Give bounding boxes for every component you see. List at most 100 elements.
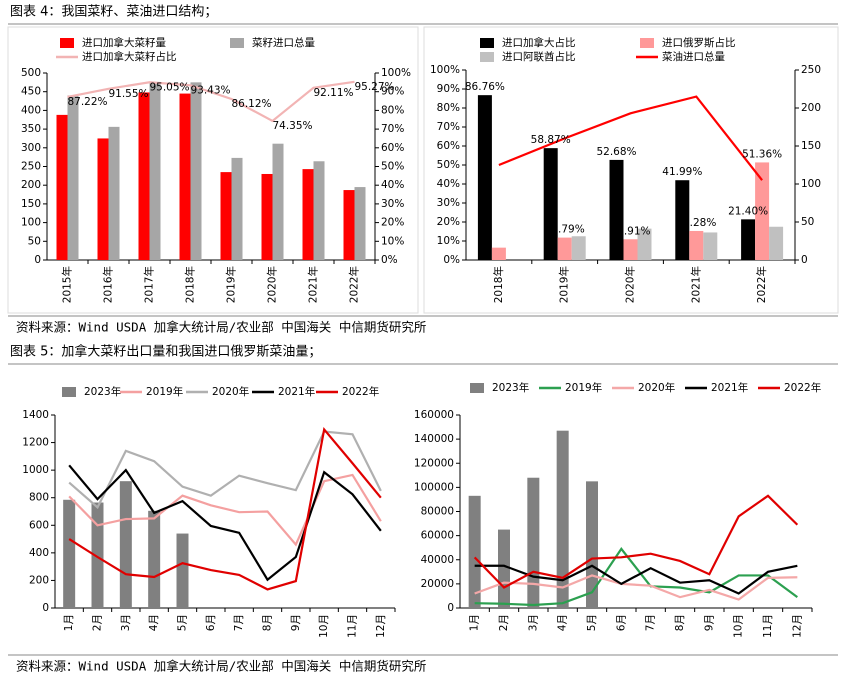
x-tick-label: 2021年 — [689, 266, 702, 303]
value-label: 51.36% — [742, 148, 782, 160]
y-tick-label: 20000 — [421, 578, 454, 590]
y2-tick-label: 10% — [381, 235, 404, 247]
bar — [755, 162, 770, 260]
bar — [190, 82, 202, 260]
x-tick-label: 11月 — [347, 614, 359, 638]
y-tick-label: 250 — [21, 161, 41, 173]
y2-tick-label: 100% — [381, 67, 411, 79]
bar — [498, 529, 510, 608]
x-tick-label: 8月 — [674, 614, 686, 631]
legend-label: 2021年 — [711, 381, 748, 394]
series-line — [498, 95, 763, 181]
y-tick-label: 100000 — [414, 481, 454, 493]
bar — [56, 114, 68, 260]
x-tick-label: 2月 — [498, 614, 510, 631]
bar — [149, 82, 161, 260]
legend-label: 2019年 — [565, 381, 602, 394]
source-note: 资料来源：Wind USDA 加拿大统计局/农业部 中国海关 中信期货研究所 — [16, 320, 426, 335]
bar — [119, 481, 132, 608]
legend-label: 2023年 — [84, 385, 121, 398]
x-tick-label: 12月 — [791, 614, 803, 638]
value-label: 95.27% — [354, 81, 394, 93]
x-tick-label: 2016年 — [102, 266, 115, 303]
y-tick-label: 100% — [430, 64, 460, 76]
x-tick-label: 5月 — [177, 614, 189, 631]
bar — [586, 481, 598, 608]
x-tick-label: 7月 — [645, 614, 657, 631]
series-line — [473, 494, 799, 589]
value-label: 92.11% — [313, 87, 353, 99]
bar — [637, 228, 652, 260]
source-note: 资料来源：Wind USDA 加拿大统计局/农业部 中国海关 中信期货研究所 — [16, 659, 426, 674]
series-line — [474, 547, 798, 607]
x-tick-label: 6月 — [615, 614, 627, 631]
y2-tick-label: 150 — [801, 140, 821, 152]
legend-label: 菜油进口总量 — [662, 50, 725, 63]
y2-tick-label: 250 — [801, 64, 821, 76]
series-line — [68, 426, 382, 591]
bar — [543, 148, 558, 260]
legend-label: 进口阿联酋占比 — [502, 50, 576, 63]
legend-label: 2023年 — [492, 381, 529, 394]
panel — [423, 26, 839, 314]
value-label: 41.99% — [662, 166, 702, 178]
value-label: 86.12% — [231, 98, 271, 110]
legend-label: 进口俄罗斯占比 — [662, 36, 736, 49]
series-line — [68, 464, 382, 582]
legend-swatch — [60, 38, 74, 48]
x-tick-label: 7月 — [233, 614, 245, 631]
y-tick-label: 350 — [21, 123, 41, 135]
x-tick-label: 2022年 — [348, 266, 361, 303]
value-label: 91.55% — [108, 88, 148, 100]
legend-swatch — [230, 38, 244, 48]
y-tick-label: 30% — [437, 197, 460, 209]
y-tick-label: 80000 — [421, 506, 454, 518]
x-tick-label: 5月 — [586, 614, 598, 631]
bar — [571, 236, 586, 260]
y-tick-label: 50 — [28, 235, 41, 247]
y-tick-label: 800 — [29, 492, 49, 504]
value-label: 86.76% — [465, 81, 505, 93]
bar — [703, 232, 718, 260]
y2-tick-label: 0 — [801, 254, 808, 266]
x-tick-label: 2020年 — [266, 266, 279, 303]
x-tick-label: 10月 — [318, 614, 330, 638]
value-label: 87.22% — [67, 96, 107, 108]
bar — [609, 159, 624, 260]
panel — [7, 26, 419, 314]
legend-label: 2021年 — [278, 385, 315, 398]
x-tick-label: 12月 — [375, 614, 387, 638]
y-tick-label: 500 — [21, 67, 41, 79]
x-tick-label: 9月 — [703, 614, 715, 631]
bar — [769, 226, 784, 260]
y-tick-label: 300 — [21, 142, 41, 154]
legend-swatch — [480, 38, 494, 48]
bar — [91, 502, 104, 608]
bar — [220, 172, 232, 260]
x-tick-label: 11月 — [762, 614, 774, 638]
value-label: 58.87% — [531, 134, 571, 146]
y-tick-label: 20% — [437, 216, 460, 228]
series-line — [68, 473, 382, 547]
x-tick-label: 2019年 — [225, 266, 238, 303]
bar — [468, 495, 481, 608]
x-tick-label: 2020年 — [624, 266, 637, 303]
bar — [623, 239, 638, 260]
x-tick-label: 2015年 — [61, 266, 74, 303]
bar — [231, 157, 243, 260]
y-tick-label: 10% — [437, 235, 460, 247]
bar — [67, 95, 79, 260]
bar — [491, 247, 506, 260]
bar — [675, 180, 690, 260]
y2-tick-label: 50 — [801, 216, 814, 228]
bar — [272, 143, 284, 260]
bar — [97, 138, 109, 260]
y2-tick-label: 30% — [381, 198, 404, 210]
legend-label: 2019年 — [146, 385, 183, 398]
legend-swatch — [640, 38, 654, 48]
series-line — [474, 564, 798, 595]
value-label: 15.28% — [676, 217, 716, 229]
y-tick-label: 400 — [29, 547, 49, 559]
legend-label: 2020年 — [638, 381, 675, 394]
